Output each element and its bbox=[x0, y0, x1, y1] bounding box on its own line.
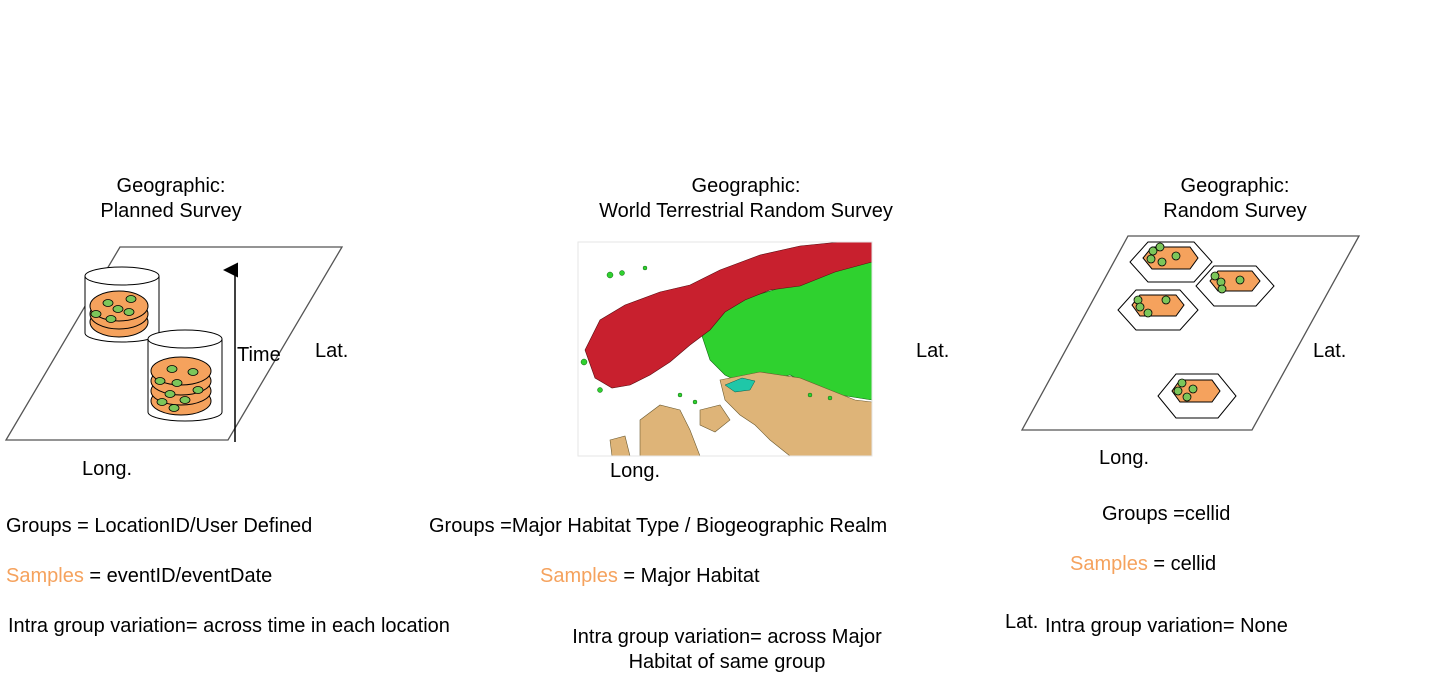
panel3-samples: Samples = cellid bbox=[1070, 552, 1216, 577]
panel1-title-line1: Geographic: bbox=[116, 175, 226, 197]
panel1-axis-long: Long. bbox=[82, 458, 133, 480]
panel1-groups: Groups = LocationID/User Defined bbox=[6, 515, 313, 537]
panel2-samples-value: = Major Habitat bbox=[617, 565, 760, 587]
panel1-title: Geographic: Planned Survey bbox=[60, 174, 282, 224]
panel2-title-line2: World Terrestrial Random Survey bbox=[599, 200, 893, 222]
panel1-title-line2: Planned Survey bbox=[100, 200, 242, 222]
panel3-title-line1: Geographic: bbox=[1180, 175, 1290, 197]
panel2-title: Geographic: World Terrestrial Random Sur… bbox=[560, 174, 932, 224]
panel2-axis-long: Long. bbox=[610, 460, 661, 482]
panel2-samples: Samples = Major Habitat bbox=[540, 564, 760, 589]
hexagon-icon bbox=[1195, 265, 1275, 307]
panel2-intra-variation: Intra group variation= across Major Habi… bbox=[527, 625, 927, 675]
panel1-intra-variation: Intra group variation= across time in ea… bbox=[8, 615, 450, 637]
hexagon-icon bbox=[1157, 373, 1237, 419]
panel3-samples-label: Samples bbox=[1070, 553, 1148, 575]
panel1-samples-value: = eventID/eventDate bbox=[83, 565, 273, 587]
hexagon-icon bbox=[1117, 289, 1199, 331]
panel1-axis-time: Time bbox=[237, 344, 281, 366]
panel1-axis-lat: Lat. bbox=[315, 340, 349, 362]
panel2-title-line1: Geographic: bbox=[691, 175, 801, 197]
panel2-intra-line2: Habitat of same group bbox=[628, 651, 826, 673]
panel3-samples-value: = cellid bbox=[1147, 553, 1217, 575]
panel1-samples-label: Samples bbox=[6, 565, 84, 587]
panel2-axis-lat: Lat. bbox=[916, 340, 950, 362]
panel2-intra-line1: Intra group variation= across Major bbox=[572, 626, 882, 648]
panel3-title: Geographic: Random Survey bbox=[1130, 174, 1340, 224]
panel1-samples: Samples = eventID/eventDate bbox=[6, 564, 272, 589]
panel3-extra-lat: Lat. bbox=[1005, 611, 1039, 633]
panel2-groups: Groups =Major Habitat Type / Biogeograph… bbox=[429, 515, 888, 537]
panel2-samples-label: Samples bbox=[540, 565, 618, 587]
panel3-groups: Groups =cellid bbox=[1102, 503, 1231, 525]
panel3-plane bbox=[1020, 235, 1361, 431]
panel3-axis-long: Long. bbox=[1099, 447, 1150, 469]
panel3-intra-variation: Intra group variation= None bbox=[1045, 615, 1288, 637]
panel3-title-line2: Random Survey bbox=[1163, 200, 1307, 222]
panel3-axis-lat: Lat. bbox=[1313, 340, 1347, 362]
cylinder-icon bbox=[147, 329, 223, 422]
cylinder-icon bbox=[84, 266, 160, 343]
panel1-plane bbox=[4, 246, 344, 441]
hexagon-icon bbox=[1129, 241, 1213, 283]
